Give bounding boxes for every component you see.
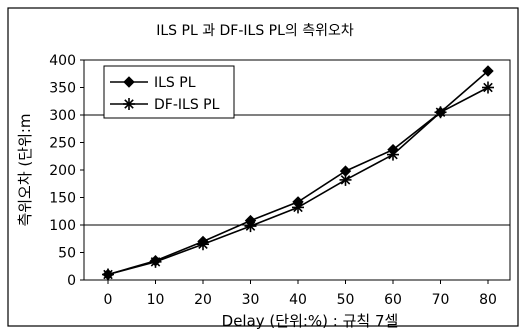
data-point-s2 bbox=[482, 81, 494, 94]
legend-marker bbox=[123, 76, 135, 88]
x-tick-label: 40 bbox=[289, 292, 307, 308]
data-point-s2 bbox=[102, 268, 114, 281]
data-point-s2 bbox=[339, 173, 352, 186]
x-tick-label: 80 bbox=[479, 292, 497, 308]
x-tick-label: 30 bbox=[242, 292, 260, 308]
data-point-s2 bbox=[292, 201, 304, 214]
chart-title: ILS PL 과 DF-ILS PL의 측위오차 bbox=[156, 23, 354, 39]
y-tick-label: 300 bbox=[49, 108, 76, 124]
plot-area: 0 50 100 150 200 250 300 350 400 0 10 20 30 40 50 60 70 8… bbox=[49, 53, 511, 308]
data-point-s2 bbox=[434, 106, 447, 119]
y-tick-label: 350 bbox=[49, 81, 76, 97]
y-tick-label: 50 bbox=[58, 246, 76, 262]
data-point-s2 bbox=[197, 238, 209, 251]
x-tick-label: 60 bbox=[384, 292, 402, 308]
legend-marker bbox=[123, 98, 135, 110]
x-tick-label: 70 bbox=[432, 292, 450, 308]
y-tick-label: 0 bbox=[67, 273, 76, 289]
x-tick-label: 10 bbox=[147, 292, 165, 308]
y-axis-label: 측위오차 (단위:m bbox=[16, 113, 34, 226]
chart-frame bbox=[7, 7, 519, 327]
x-tick-label: 50 bbox=[337, 292, 355, 308]
data-point-s2 bbox=[244, 220, 257, 233]
x-tick-label: 20 bbox=[194, 292, 212, 308]
y-tick-label: 200 bbox=[49, 163, 76, 179]
legend-label: DF-ILS PL bbox=[154, 97, 220, 113]
legend-box bbox=[103, 65, 235, 119]
y-tick-label: 100 bbox=[49, 218, 76, 234]
legend: ILS PL DF-ILS PL bbox=[103, 65, 235, 119]
data-point-s2 bbox=[149, 255, 162, 268]
legend-label: ILS PL bbox=[154, 75, 196, 91]
x-tick-label: 0 bbox=[104, 292, 113, 308]
y-tick-label: 250 bbox=[49, 136, 76, 152]
y-tick-label: 400 bbox=[49, 53, 76, 69]
data-point-s2 bbox=[387, 148, 399, 161]
data-point-s1 bbox=[482, 65, 494, 77]
x-axis-label: Delay (단위:%) : 규칙 7셀 bbox=[222, 312, 399, 330]
y-tick-label: 150 bbox=[49, 191, 76, 207]
